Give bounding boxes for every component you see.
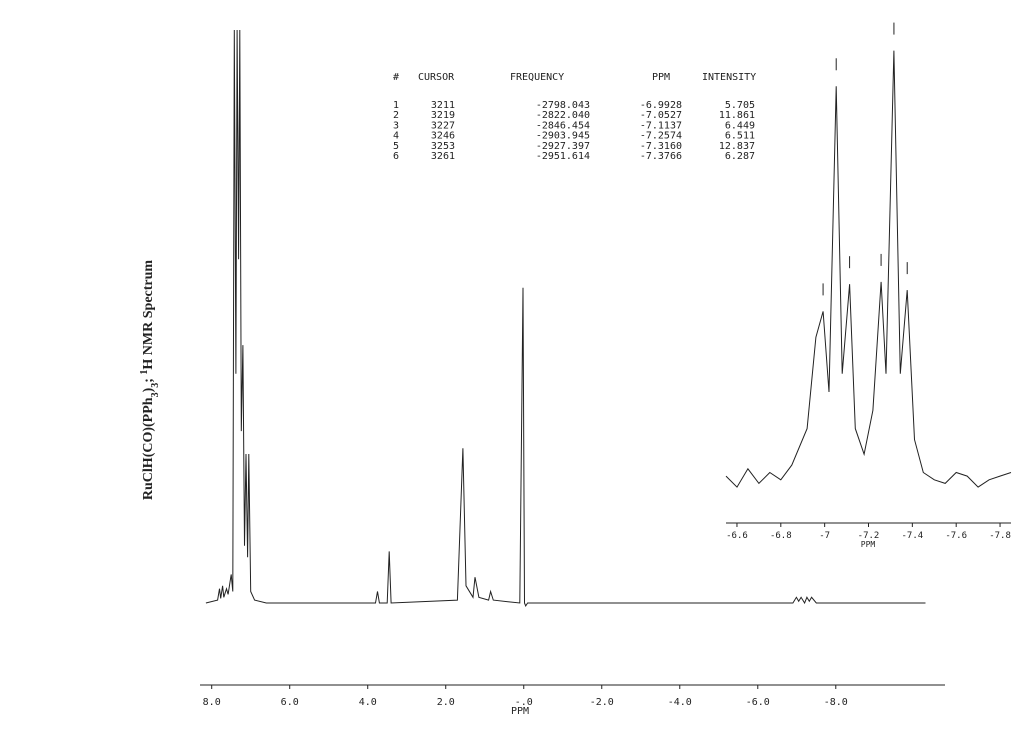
- table-cell: -2798.043: [536, 100, 590, 111]
- table-cell: 6: [393, 151, 399, 162]
- x-tick-label: -6.8: [770, 531, 792, 541]
- x-tick-label: 6.0: [281, 697, 299, 708]
- inset-x-axis-label: PPM: [861, 540, 876, 549]
- spectrum-line: [725, 50, 1012, 488]
- x-tick-label: 4.0: [359, 697, 377, 708]
- table-cell: -7.0527: [640, 110, 682, 121]
- title-part: 3: [150, 392, 161, 397]
- x-tick-label: -6.0: [746, 697, 770, 708]
- title-part: H NMR Spectrum: [141, 260, 156, 370]
- table-cell: 3227: [431, 120, 455, 131]
- table-cell: 5.705: [725, 100, 755, 111]
- table-header: INTENSITY: [702, 72, 756, 83]
- x-tick-label: -4.0: [668, 697, 692, 708]
- table-cell: 3253: [431, 141, 455, 152]
- figure-title: RuClH(CO)(PPh3)3; 1H NMR Spectrum: [139, 260, 161, 501]
- table-cell: -6.9928: [640, 100, 682, 111]
- table-cell: 6.449: [725, 120, 755, 131]
- table-header: #: [393, 72, 399, 83]
- title-part: ;: [141, 375, 156, 383]
- x-tick-label: -7.6: [945, 531, 967, 541]
- table-cell: 3246: [431, 131, 455, 142]
- table-cell: 3219: [431, 110, 455, 121]
- table-cell: -7.3766: [640, 151, 682, 162]
- table-cell: 2: [393, 110, 399, 121]
- table-cell: -2903.945: [536, 131, 590, 142]
- table-cell: 12.837: [719, 141, 755, 152]
- table-cell: 3: [393, 120, 399, 131]
- table-cell: 3261: [431, 151, 455, 162]
- title-part: ): [141, 387, 156, 392]
- table-cell: 3211: [431, 100, 455, 111]
- table-header: FREQUENCY: [510, 72, 564, 83]
- table-cell: -2822.040: [536, 110, 590, 121]
- x-tick-label: -7.4: [902, 531, 924, 541]
- x-tick-label: -6.6: [726, 531, 748, 541]
- x-tick-label: -7.2: [858, 531, 880, 541]
- table-cell: 1: [393, 100, 399, 111]
- x-tick-label: -7: [819, 531, 830, 541]
- title-part: RuClH(CO)(PPh: [141, 397, 156, 500]
- table-cell: 4: [393, 131, 399, 142]
- x-tick-label: 2.0: [437, 697, 455, 708]
- table-cell: -7.2574: [640, 131, 682, 142]
- table-cell: -2927.397: [536, 141, 590, 152]
- x-tick-label: -8.0: [824, 697, 848, 708]
- table-cell: 6.511: [725, 131, 755, 142]
- table-cell: -7.1137: [640, 120, 682, 131]
- table-cell: -2951.614: [536, 151, 590, 162]
- x-tick-label: 8.0: [203, 697, 221, 708]
- x-tick-label: -7.8: [989, 531, 1011, 541]
- table-header: CURSOR: [418, 72, 455, 83]
- x-tick-label: -2.0: [590, 697, 614, 708]
- table-cell: -2846.454: [536, 120, 590, 131]
- title-part: 1: [139, 370, 150, 375]
- spectrum-line: [205, 29, 926, 607]
- table-cell: 6.287: [725, 151, 755, 162]
- table-cell: 11.861: [719, 110, 755, 121]
- x-tick-label: -.0: [515, 697, 533, 708]
- table-cell: -7.3160: [640, 141, 682, 152]
- table-header: PPM: [652, 72, 670, 83]
- title-part: 3: [150, 383, 161, 388]
- x-axis-label: PPM: [511, 706, 529, 717]
- table-cell: 5: [393, 141, 399, 152]
